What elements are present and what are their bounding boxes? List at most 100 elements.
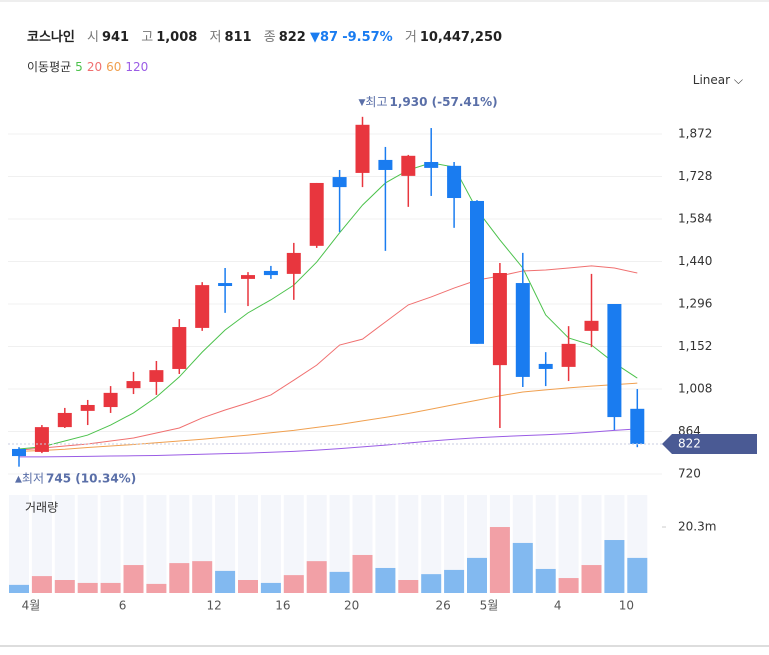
annotation: ▼최고 1,930 (-57.41%) [359,94,498,108]
scale-label[interactable]: Linear [692,73,731,87]
volume-column-bg [260,495,281,593]
candle-body [149,370,164,382]
legend-entry: 20 [86,60,103,74]
x-tick-label: 20 [344,599,359,613]
quote-value: 811 [224,30,252,45]
candle-body [584,320,599,331]
candle-body [80,404,95,411]
candle-body [263,270,278,276]
volume-bar [375,567,396,593]
volume-bar [329,571,350,593]
candle-body [607,304,622,418]
candle-body [492,273,507,366]
annotation: ▲최저 745 (10.34%) [15,471,136,485]
volume-column-bg [77,495,98,593]
volume-bar [306,561,327,593]
volume-bar [146,583,167,593]
candle-body [286,252,301,274]
candle-body [378,159,393,170]
volume-bar [489,527,510,593]
y-tick-label: 1,440 [678,254,712,268]
y-tick-label: 1,152 [678,339,712,353]
last-price-tag [662,433,757,454]
legend-entry: 120 [125,60,149,74]
volume-bar [100,582,121,593]
candle-body [630,408,645,444]
y-tick-label: 1,008 [678,382,712,396]
y-tick-label: 1,872 [678,126,712,140]
candle-body [515,283,530,377]
annotation-text: 745 (10.34%) [46,471,136,485]
candle-body [57,412,72,428]
candle-body [561,343,576,367]
quote-value: 822 [278,30,306,45]
volume-column-bg [215,495,236,593]
candle-body [103,392,118,408]
quote-key: 시 [86,30,99,45]
volume-column-bg [398,495,419,593]
candle-body [401,155,416,176]
x-tick-label: 4월 [22,599,41,613]
last-price-label: 822 [678,436,701,450]
volume-column-bg [31,495,52,593]
quote-value: 941 [101,30,130,45]
scale-button[interactable]: Linear ⌵ [692,73,743,87]
volume-column-bg [9,495,29,593]
candle-body [355,124,370,173]
change: ▼87 [309,30,339,45]
candle-body [470,200,484,344]
x-tick-label: 5월 [480,599,499,613]
volume-column-bg [535,495,556,593]
volume-bar [444,569,465,593]
volume-column-bg [238,495,258,593]
annotation-arrow: ▼ [359,97,366,107]
candle-body [309,182,324,246]
candle-body [447,165,462,199]
volume-column-bg [421,495,442,593]
volume-bar [581,565,602,593]
y-tick-label: 1,728 [678,169,712,183]
candle-body [538,363,553,369]
volume-bar [535,568,556,593]
volume-bar [238,579,258,593]
volume-bar [9,584,29,593]
ma-legend: 이동평균 5 20 60 120 [27,58,148,75]
quote-key: 종 [263,30,276,45]
candle-body [12,448,26,457]
x-tick-label: 16 [275,599,290,613]
x-tick-label: 10 [619,599,634,613]
volume-column-bg [54,495,75,593]
annotation-text: 1,930 (-57.41%) [390,94,498,108]
volume-bar [512,542,533,593]
volume-bar [283,575,304,593]
candle-body [34,427,49,452]
volume-bar [260,582,281,593]
x-tick-label: 6 [119,599,127,613]
candle-body [424,161,439,168]
volume-tick-label: 20.3m [678,520,716,534]
legend-entry: 60 [106,60,122,74]
volume-bar [421,574,442,593]
candle-body [332,177,347,188]
candle-body [241,275,255,279]
volume-column-bg [146,495,167,593]
candle-body [126,381,141,389]
candle-body [172,327,187,369]
ma-line [18,382,638,452]
ma-legend-title: 이동평균 [27,60,72,74]
volume-bar [192,561,213,593]
volume-bar [31,576,52,593]
x-tick-label: 4 [554,599,562,613]
legend-entry: 5 [75,60,83,74]
ma-line [19,428,638,458]
quote-value: 1,008 [156,30,198,45]
volume-column-bg [558,495,579,593]
volume-bar [558,578,579,593]
volume-bar [467,557,487,593]
ma-line [18,265,638,451]
quote-value: 10,447,250 [419,30,503,45]
annotation-arrow: ▲ [15,474,22,484]
quote-key: 거 [404,30,417,45]
